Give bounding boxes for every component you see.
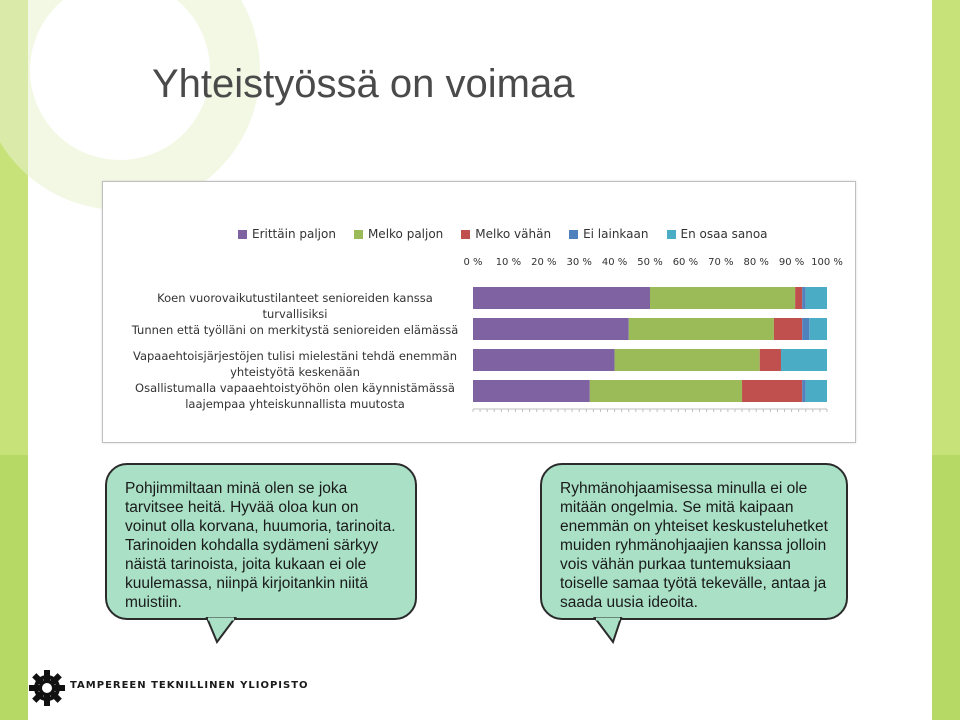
x-tick-label: 0 %: [463, 257, 483, 268]
category-label: Koen vuorovaikutustilanteet senioreiden …: [157, 291, 433, 321]
quote-bubble-left: Pohjimmiltaan minä olen se joka tarvitse…: [105, 463, 417, 620]
quote-left-text: Pohjimmiltaan minä olen se joka tarvitse…: [125, 480, 396, 611]
category-label: Osallistumalla vapaaehtoistyöhön olen kä…: [135, 381, 455, 411]
legend-label: En osaa sanoa: [680, 227, 768, 241]
quote-bubble-right: Ryhmänohjaamisessa minulla ei ole mitään…: [540, 463, 848, 620]
legend-swatch: [238, 229, 247, 239]
x-tick-label: 40 %: [601, 257, 628, 268]
legend-item: Melko paljon: [353, 226, 444, 242]
category-label: Tunnen että työlläni on merkitystä senio…: [131, 323, 459, 337]
legend-swatch: [666, 229, 676, 239]
legend-label: Melko vähän: [475, 227, 552, 241]
legend-swatch: [569, 229, 579, 239]
x-tick-label: 60 %: [672, 257, 699, 268]
quote-right-text: Ryhmänohjaamisessa minulla ei ole mitään…: [560, 480, 828, 611]
bubble-left-tail: [205, 617, 237, 644]
legend-label: Erittäin paljon: [252, 227, 336, 241]
x-tick-label: 100 %: [811, 257, 843, 268]
slide-title: Yhteistyössä on voimaa: [152, 62, 575, 106]
legend-item: Melko vähän: [461, 226, 551, 242]
legend-label: Melko paljon: [367, 227, 444, 241]
chart-legend: Erittäin paljon Melko paljon Melko vähän Ei…: [238, 226, 768, 242]
x-tick-label: 80 %: [743, 257, 769, 268]
legend-item: En osaa sanoa: [666, 226, 768, 242]
x-tick-label: 90 %: [778, 257, 805, 268]
x-tick-label: 50 %: [637, 257, 663, 268]
legend-item: Ei lainkaan: [569, 226, 649, 242]
university-name: TAMPEREEN TEKNILLINEN YLIOPISTO: [70, 680, 309, 691]
bubble-right-tail: [593, 617, 623, 645]
x-tick-label: 10 %: [495, 257, 522, 268]
x-tick-label: 30 %: [566, 257, 592, 268]
legend-item: Erittäin paljon: [238, 226, 336, 242]
university-logo-icon: [29, 670, 65, 706]
category-label: Vapaaehtoisjärjestöjen tulisi mielestäni…: [132, 349, 458, 379]
x-tick-label: 20 %: [531, 257, 557, 268]
x-tick-label: 70 %: [708, 257, 734, 268]
legend-swatch: [353, 229, 363, 239]
legend-label: Ei lainkaan: [583, 227, 649, 241]
legend-swatch: [461, 229, 471, 239]
